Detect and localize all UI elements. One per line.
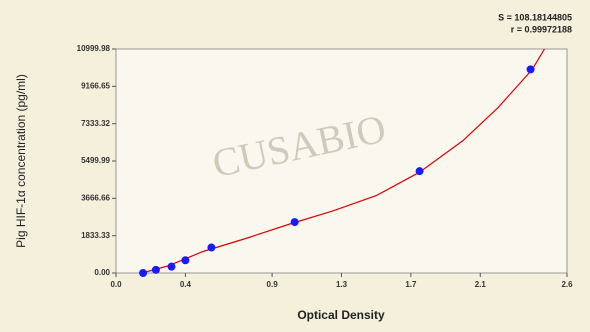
- data-point: [151, 265, 160, 274]
- x-tick-label: 1.3: [336, 280, 348, 289]
- x-tick-label: 2.1: [475, 280, 487, 289]
- y-axis-label: Pig HIF-1α concentration (pg/ml): [14, 74, 28, 248]
- y-tick-label: 9166.65: [81, 81, 110, 90]
- x-tick-label: 0.9: [267, 280, 279, 289]
- fit-curve: [141, 48, 545, 274]
- data-point: [167, 262, 176, 271]
- data-point: [207, 243, 216, 252]
- y-tick-label: 0.00: [94, 268, 110, 277]
- x-tick-label: 2.6: [561, 280, 573, 289]
- y-tick-label: 7333.32: [81, 119, 110, 128]
- y-tick-label: 10999.98: [77, 44, 111, 53]
- data-point: [415, 167, 424, 176]
- data-point: [181, 256, 190, 265]
- x-tick-label: 0.4: [180, 280, 192, 289]
- x-tick-label: 1.7: [405, 280, 417, 289]
- x-tick-label: 0.0: [110, 280, 122, 289]
- data-point: [139, 269, 148, 277]
- annotation: r = 0.99972188: [511, 24, 572, 34]
- data-point: [290, 218, 299, 227]
- y-tick-label: 3666.66: [81, 193, 110, 202]
- annotation: S = 108.18144805: [498, 12, 572, 22]
- plot-area: [115, 48, 568, 274]
- data-point: [526, 65, 535, 74]
- x-axis-label: Optical Density: [297, 308, 385, 322]
- y-tick-label: 1833.33: [81, 231, 110, 240]
- y-tick-label: 5499.99: [81, 156, 110, 165]
